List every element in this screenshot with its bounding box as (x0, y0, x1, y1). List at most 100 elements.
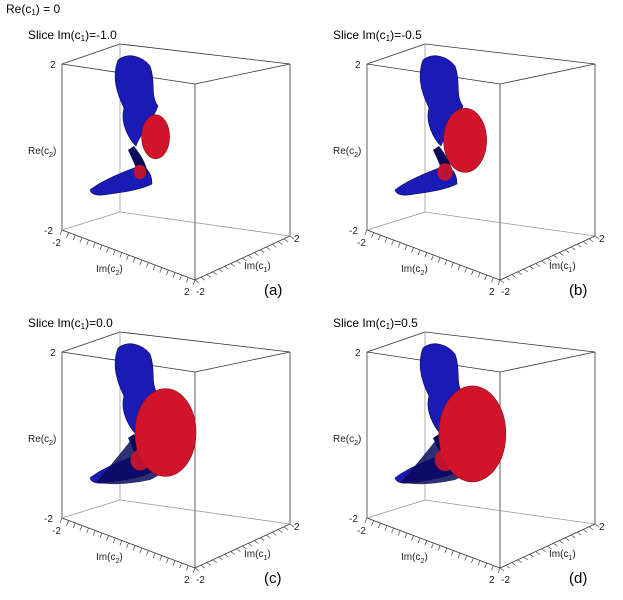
panel-title: Slice Im(c1)=-1.0 (28, 28, 117, 43)
depth-axis-tick (424, 540, 428, 546)
depth-axis-tick (79, 237, 83, 243)
depth-axis-tick (464, 267, 468, 273)
horizontal-axis-tick (242, 257, 247, 262)
horizontal-axis-tick (517, 271, 523, 276)
depth-axis-tick (92, 242, 96, 248)
depth-axis-tick (166, 557, 169, 564)
depth-axis-tick (192, 279, 196, 286)
depth-axis-tick (72, 234, 76, 241)
depth-axis-tick (106, 535, 109, 541)
horizontal-axis-tick (289, 235, 295, 240)
depth-axis-tick (451, 550, 454, 556)
depth-axis-tick (391, 527, 394, 534)
horizontal-axis-tick (571, 246, 576, 251)
horizontal-end-tick: 2 (294, 522, 300, 533)
horizontal-start-tick: -2 (196, 287, 205, 298)
depth-axis-tick (497, 567, 501, 574)
depth-axis-tick (404, 532, 408, 539)
depth-axis-label: Im(c2) (401, 552, 428, 565)
horizontal-axis-tick (260, 249, 265, 254)
horizontal-axis-tick (224, 265, 229, 270)
depth-axis-tick (371, 232, 374, 238)
depth-axis-tick (437, 257, 441, 263)
horizontal-axis-tick (499, 567, 505, 572)
horizontal-axis-tick (212, 271, 218, 276)
depth-axis-tick (139, 547, 143, 554)
depth-axis-tick (192, 567, 196, 574)
depth-start-tick: -2 (357, 526, 366, 537)
box-edge (119, 43, 291, 65)
box-edge (424, 331, 596, 353)
depth-axis-tick (59, 229, 63, 236)
depth-axis-label: Im(c2) (96, 264, 123, 277)
vertical-bottom-tick: -2 (349, 514, 358, 525)
depth-axis-tick (471, 557, 474, 564)
panel-letter: (b) (569, 282, 588, 299)
panel-c: Slice Im(c1)=0.0 2 -2 Re(c2) -2 2 Im(c2) -2 2 Im(… (0, 310, 310, 600)
depth-axis-tick (397, 530, 401, 536)
panel-title: Slice Im(c1)=0.5 (333, 316, 418, 331)
horizontal-axis-tick (266, 246, 271, 251)
panel-plot: 2 -2 Re(c2) -2 2 Im(c2) -2 2 Im(c1) (28, 43, 300, 298)
depth-axis-tick (172, 560, 176, 566)
box-edge (194, 351, 291, 373)
box-edge (61, 331, 121, 353)
vertical-axis-label: Re(c2) (28, 146, 56, 159)
horizontal-axis-tick (260, 537, 265, 542)
horizontal-end-tick: 2 (294, 234, 300, 245)
box-edge (424, 499, 596, 525)
depth-axis-tick (437, 545, 441, 551)
horizontal-axis-tick (517, 559, 523, 564)
horizontal-axis-tick (218, 268, 223, 273)
depth-axis-tick (92, 530, 96, 536)
horizontal-axis-tick (242, 545, 247, 550)
horizontal-axis-tick (582, 529, 588, 533)
depth-axis-tick (179, 562, 183, 569)
panel-letter: (d) (569, 570, 588, 587)
panel-d: Slice Im(c1)=0.5 2 -2 Re(c2) -2 2 Im(c2) -2 2 Im(… (305, 310, 615, 600)
surface-red-region (141, 114, 170, 160)
depth-axis-tick (126, 254, 129, 261)
depth-axis-tick (431, 542, 434, 549)
depth-axis-tick (371, 520, 374, 526)
depth-axis-tick (391, 239, 394, 246)
surface-red-region (443, 108, 487, 173)
depth-axis-tick (457, 552, 461, 559)
panel-plot: 2 -2 Re(c2) -2 2 Im(c2) -2 2 Im(c1) (333, 331, 605, 586)
depth-axis-tick (172, 272, 176, 278)
horizontal-axis-tick (206, 562, 212, 566)
horizontal-axis-tick (277, 241, 283, 245)
depth-axis-tick (119, 540, 123, 546)
vertical-bottom-tick: -2 (44, 226, 53, 237)
horizontal-axis-tick (200, 276, 206, 281)
horizontal-axis-label: Im(c1) (244, 261, 271, 274)
depth-axis-tick (384, 525, 388, 531)
horizontal-axis-label: Im(c1) (549, 549, 576, 562)
surface-red-patch (437, 163, 453, 181)
depth-axis-tick (377, 234, 381, 241)
depth-axis-tick (139, 259, 143, 266)
depth-axis-tick (364, 517, 368, 524)
horizontal-axis-tick (200, 564, 206, 569)
surface-red-region (438, 385, 507, 483)
horizontal-axis-tick (588, 238, 594, 243)
horizontal-axis-tick (559, 540, 564, 544)
panel-title: Slice Im(c1)=-0.5 (333, 28, 422, 43)
depth-axis-tick (397, 242, 401, 248)
horizontal-axis-tick (277, 529, 283, 533)
depth-axis-tick (491, 277, 494, 283)
box-edge (61, 211, 121, 231)
vertical-bottom-tick: -2 (349, 226, 358, 237)
horizontal-axis-tick (206, 274, 212, 278)
surface-red-patch (434, 448, 456, 472)
depth-axis-tick (186, 565, 189, 571)
depth-axis-tick (119, 252, 123, 258)
horizontal-axis-tick (194, 279, 200, 284)
horizontal-axis-tick (511, 562, 517, 566)
horizontal-axis-tick (541, 260, 546, 265)
horizontal-axis-tick (529, 265, 534, 270)
horizontal-axis-tick (571, 534, 576, 539)
depth-axis-tick (491, 565, 494, 571)
depth-axis-tick (444, 547, 448, 554)
horizontal-axis-tick (283, 238, 289, 243)
